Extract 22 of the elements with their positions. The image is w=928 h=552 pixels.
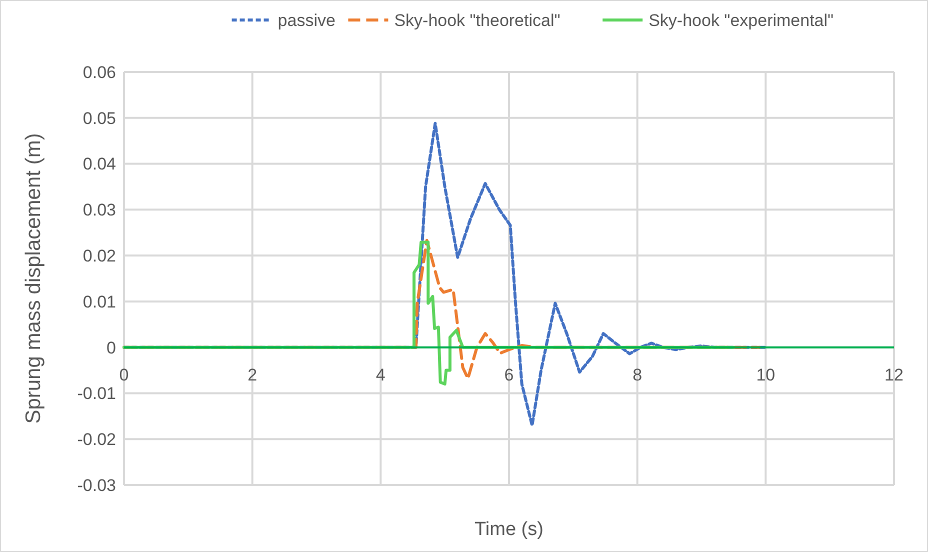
x-tick-label: 12 <box>884 365 904 384</box>
x-axis-title: Time (s) <box>474 519 544 540</box>
y-tick-label: 0.05 <box>82 108 116 128</box>
x-tick-label: 8 <box>632 365 642 384</box>
y-tick-label: 0.01 <box>82 292 116 312</box>
y-tick-label: -0.02 <box>77 430 116 450</box>
x-tick-label: 2 <box>248 365 258 384</box>
y-tick-label: 0.06 <box>82 62 116 82</box>
y-tick-label: -0.01 <box>77 384 116 404</box>
x-tick-label: 10 <box>756 365 776 384</box>
y-tick-label: 0.03 <box>82 200 116 220</box>
legend-label: passive <box>278 10 336 30</box>
legend-label: Sky-hook "theoretical" <box>394 10 560 30</box>
x-tick-label: 6 <box>504 365 514 384</box>
y-tick-label: 0.02 <box>82 246 116 266</box>
x-tick-label: 0 <box>119 365 129 384</box>
y-axis-title: Sprung mass displacement (m) <box>22 133 45 424</box>
x-tick-label: 4 <box>376 365 386 384</box>
y-tick-label: 0 <box>106 338 116 358</box>
y-tick-label: -0.03 <box>77 476 116 495</box>
legend-label: Sky-hook "experimental" <box>648 10 834 30</box>
y-tick-label: 0.04 <box>82 154 116 174</box>
